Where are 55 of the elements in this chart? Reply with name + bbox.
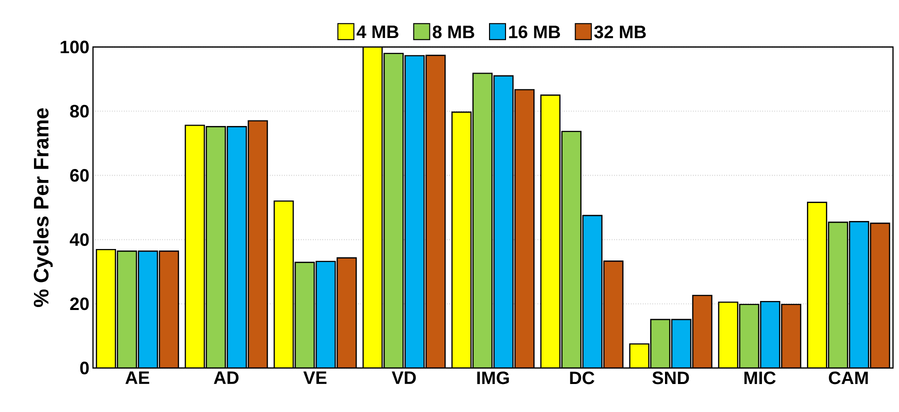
bar <box>363 46 382 368</box>
bar <box>473 73 492 368</box>
bar <box>206 126 226 368</box>
bar <box>384 53 404 368</box>
x-tick-label: CAM <box>828 372 868 384</box>
bar <box>295 262 314 368</box>
bar <box>117 251 136 368</box>
bar <box>494 76 513 368</box>
bar <box>452 112 472 368</box>
y-tick-label: 0 <box>80 362 89 374</box>
x-tick-label: VD <box>392 372 416 384</box>
bar <box>405 56 424 368</box>
legend-label: 16 MB <box>509 26 560 38</box>
legend-label: 4 MB <box>356 26 398 38</box>
bar <box>426 55 446 368</box>
bar <box>316 261 336 368</box>
bar <box>582 216 602 368</box>
bar <box>562 131 581 368</box>
y-tick-label: 40 <box>70 233 89 246</box>
bar <box>718 302 738 368</box>
bar <box>159 251 178 368</box>
x-tick-label: IMG <box>477 372 509 384</box>
bar <box>760 302 780 368</box>
legend-label: 8 MB <box>432 26 474 38</box>
bar <box>806 202 828 368</box>
bar <box>782 304 801 368</box>
bar <box>650 320 670 368</box>
x-tick-label: DC <box>570 372 594 384</box>
bar <box>870 222 890 368</box>
bar <box>185 125 204 368</box>
y-axis-title: % Cycles Per Frame <box>33 108 53 307</box>
bar <box>604 261 623 368</box>
bar <box>672 320 691 368</box>
bar <box>692 295 712 368</box>
legend-label: 32 MB <box>594 26 646 38</box>
bar <box>96 250 116 368</box>
bar <box>848 221 870 368</box>
x-tick-label: MIC <box>744 372 776 384</box>
bar <box>514 90 534 368</box>
bar <box>274 201 294 368</box>
x-tick-label: AD <box>214 372 239 384</box>
bar <box>337 258 356 368</box>
bar <box>540 95 560 368</box>
y-tick-label: 100 <box>60 40 89 54</box>
y-tick-label: 60 <box>70 169 89 182</box>
bar <box>828 222 848 368</box>
bar <box>740 304 759 368</box>
x-tick-label: AE <box>125 372 150 384</box>
x-tick-label: VE <box>303 372 326 384</box>
bar <box>227 126 246 368</box>
y-tick-label: 80 <box>70 104 89 118</box>
bar <box>138 251 158 368</box>
y-tick-label: 20 <box>70 297 89 310</box>
bar <box>248 120 268 368</box>
x-tick-label: SND <box>652 372 689 384</box>
